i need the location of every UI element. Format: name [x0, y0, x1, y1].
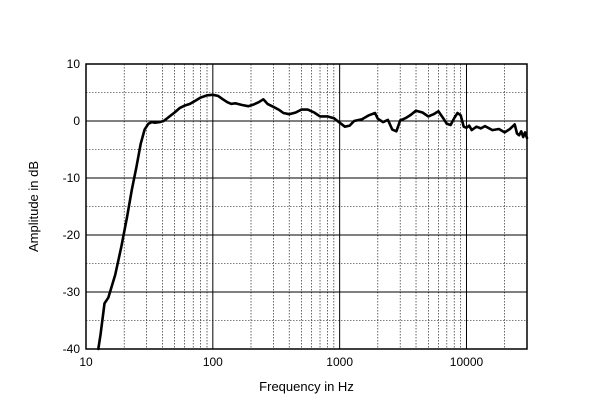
y-tick-label: -30	[63, 285, 81, 299]
grid	[86, 64, 527, 349]
x-tick-label: 10000	[450, 355, 484, 369]
x-tick-label: 10	[79, 355, 93, 369]
y-tick-label: 10	[67, 57, 81, 71]
plot-frame	[85, 63, 528, 350]
y-tick-label: -10	[63, 171, 81, 185]
y-tick-label: 0	[73, 114, 80, 128]
y-tick-label: -40	[63, 342, 81, 356]
plot-area	[97, 93, 529, 351]
x-tick-label: 1000	[326, 355, 353, 369]
x-tick-label: 100	[203, 355, 223, 369]
x-axis-label: Frequency in Hz	[259, 379, 354, 394]
response-curve	[97, 93, 529, 351]
y-axis-label: Amplitude in dB	[26, 161, 41, 252]
y-tick-label: -20	[63, 228, 81, 242]
